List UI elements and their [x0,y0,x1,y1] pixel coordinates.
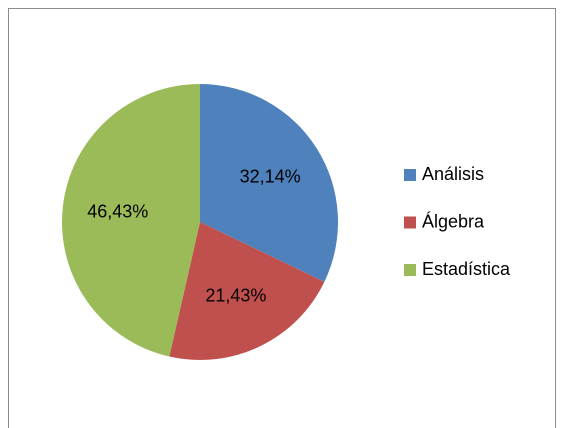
legend-label: Álgebra [422,211,485,231]
legend-label: Análisis [422,164,484,184]
data-label: 21,43% [205,285,266,305]
data-label: 32,14% [240,167,301,187]
pie-slice [200,84,338,282]
legend-swatch [404,264,416,276]
data-label: 46,43% [87,201,148,221]
pie-slice [169,222,325,361]
legend-label: Estadística [422,259,511,279]
legend-swatch [404,169,416,181]
legend-swatch [404,216,416,229]
pie-slice [62,84,201,357]
